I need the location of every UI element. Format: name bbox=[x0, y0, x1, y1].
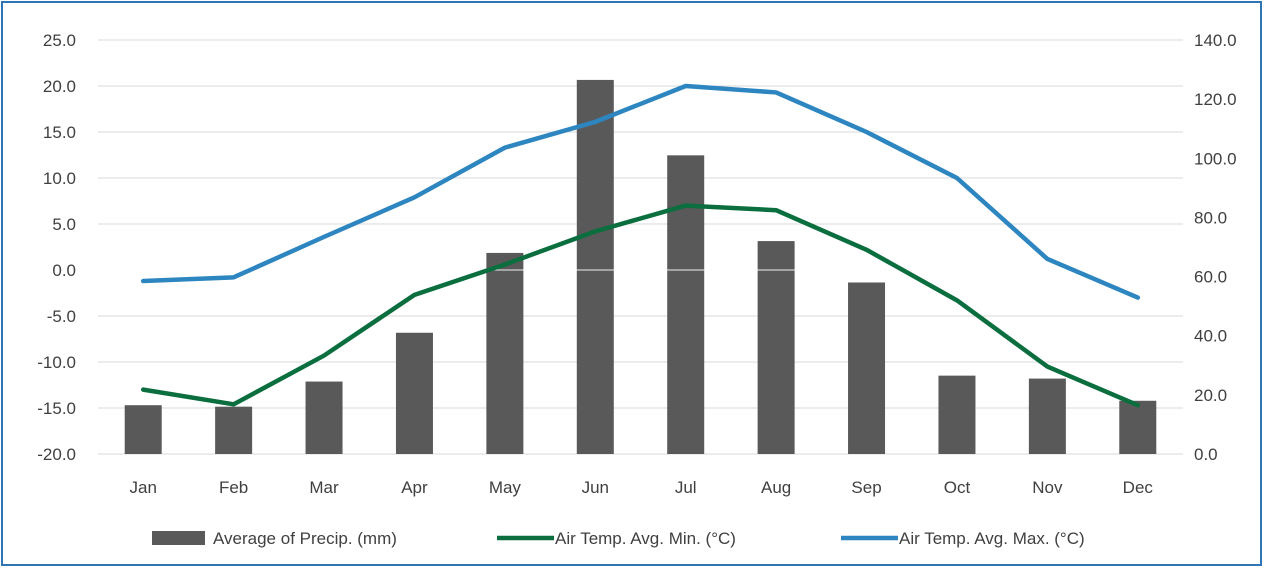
y-right-tick-label: 20.0 bbox=[1194, 386, 1227, 405]
precip-bar bbox=[124, 405, 162, 454]
x-tick-label: Dec bbox=[1123, 478, 1154, 497]
precip-bar bbox=[757, 241, 795, 454]
y-left-tick-label: -15.0 bbox=[37, 399, 76, 418]
precip-bar bbox=[486, 252, 524, 454]
y-left-tick-label: 20.0 bbox=[43, 77, 76, 96]
x-tick-label: May bbox=[489, 478, 522, 497]
temp-lines bbox=[140, 83, 1141, 408]
precip-bar bbox=[1028, 378, 1066, 454]
legend-label: Average of Precip. (mm) bbox=[213, 529, 397, 548]
temp-line bbox=[140, 83, 1141, 300]
x-tick-label: Feb bbox=[219, 478, 248, 497]
y-left-tick-label: -5.0 bbox=[47, 307, 76, 326]
x-tick-label: Sep bbox=[851, 478, 881, 497]
y-left-tick-label: 10.0 bbox=[43, 169, 76, 188]
y-left-tick-label: 25.0 bbox=[43, 31, 76, 50]
x-tick-label: Jun bbox=[582, 478, 609, 497]
legend: Average of Precip. (mm) Air Temp. Avg. Mi… bbox=[152, 529, 1085, 548]
legend-label: Air Temp. Avg. Max. (°C) bbox=[899, 529, 1085, 548]
precip-bar bbox=[848, 282, 886, 454]
x-tick-label: Aug bbox=[761, 478, 791, 497]
precip-bar bbox=[576, 79, 614, 455]
x-tick-label: Oct bbox=[944, 478, 971, 497]
precip-bar bbox=[667, 155, 705, 455]
precip-bar bbox=[305, 381, 343, 454]
y-right-tick-label: 140.0 bbox=[1194, 31, 1237, 50]
y-right-tick-label: 120.0 bbox=[1194, 90, 1237, 109]
y-right-tick-label: 100.0 bbox=[1194, 149, 1237, 168]
y-right-tick-label: 40.0 bbox=[1194, 327, 1227, 346]
y-left-tick-label: 15.0 bbox=[43, 123, 76, 142]
precip-bar bbox=[215, 406, 253, 454]
y-right-tick-label: 0.0 bbox=[1194, 445, 1218, 464]
y-left-tick-label: 0.0 bbox=[52, 261, 76, 280]
legend-swatch bbox=[152, 531, 205, 545]
x-tick-label: Mar bbox=[309, 478, 339, 497]
precip-bar bbox=[938, 375, 976, 454]
x-tick-label: Jan bbox=[129, 478, 156, 497]
x-tick-label: Jul bbox=[675, 478, 697, 497]
y-right-tick-label: 80.0 bbox=[1194, 208, 1227, 227]
precip-bars bbox=[98, 79, 1183, 455]
x-tick-label: Apr bbox=[401, 478, 428, 497]
precip-bar bbox=[395, 332, 433, 454]
y-left-tick-label: 5.0 bbox=[52, 215, 76, 234]
x-tick-label: Nov bbox=[1032, 478, 1063, 497]
axis-labels: -20.0 -15.0 -10.0 -5.0 0.0 5.0 10.0 15.0 20.0 25.… bbox=[37, 31, 1236, 497]
temp-line bbox=[140, 203, 1141, 408]
precip-bar bbox=[1119, 400, 1157, 454]
legend-label: Air Temp. Avg. Min. (°C) bbox=[555, 529, 736, 548]
y-left-tick-label: -20.0 bbox=[37, 445, 76, 464]
gridlines bbox=[98, 39, 1183, 455]
y-left-tick-label: -10.0 bbox=[37, 353, 76, 372]
y-right-tick-label: 60.0 bbox=[1194, 268, 1227, 287]
